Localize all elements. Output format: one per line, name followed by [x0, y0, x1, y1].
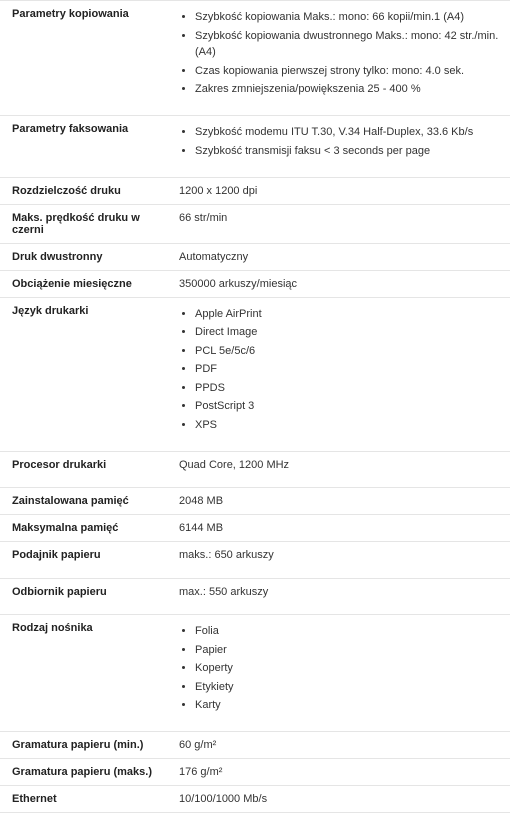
- spec-label: Zainstalowana pamięć: [0, 488, 175, 515]
- list-item: XPS: [195, 416, 502, 435]
- spec-value: Szybkość kopiowania Maks.: mono: 66 kopi…: [175, 1, 510, 106]
- list-item: Koperty: [195, 659, 502, 678]
- spec-value: Automatyczny: [175, 243, 510, 270]
- spec-value: max.: 550 arkuszy: [175, 578, 510, 605]
- spec-row: Podajnik papierumaks.: 650 arkuszy: [0, 542, 510, 569]
- spec-label: Parametry faksowania: [0, 116, 175, 168]
- spec-value-list: Szybkość kopiowania Maks.: mono: 66 kopi…: [179, 8, 502, 99]
- spacer-row: [0, 568, 510, 578]
- spec-value: FoliaPapierKopertyEtykietyKarty: [175, 615, 510, 722]
- list-item: PDF: [195, 360, 502, 379]
- spec-row: Procesor drukarkiQuad Core, 1200 MHz: [0, 451, 510, 478]
- spec-value: 66 str/min: [175, 204, 510, 243]
- spec-label: Druk dwustronny: [0, 243, 175, 270]
- list-item: Folia: [195, 622, 502, 641]
- spec-value: 350000 arkuszy/miesiąc: [175, 270, 510, 297]
- spec-row: Rodzaj nośnikaFoliaPapierKopertyEtykiety…: [0, 615, 510, 722]
- spec-value: Apple AirPrintDirect ImagePCL 5e/5c/6PDF…: [175, 297, 510, 441]
- list-item: Karty: [195, 696, 502, 715]
- spec-value: 2048 MB: [175, 488, 510, 515]
- list-item: PostScript 3: [195, 397, 502, 416]
- spec-row: Parametry kopiowania Szybkość kopiowania …: [0, 1, 510, 106]
- spec-value: 60 g/m²: [175, 732, 510, 759]
- spec-row: Gramatura papieru (min.)60 g/m²: [0, 732, 510, 759]
- spec-value: Quad Core, 1200 MHz: [175, 451, 510, 478]
- list-item: Szybkość modemu ITU T.30, V.34 Half-Dupl…: [195, 123, 502, 142]
- list-item: Szybkość kopiowania Maks.: mono: 66 kopi…: [195, 8, 502, 27]
- spec-value-list: Apple AirPrintDirect ImagePCL 5e/5c/6PDF…: [179, 305, 502, 435]
- spec-row: Zainstalowana pamięć2048 MB: [0, 488, 510, 515]
- spec-value: 1200 x 1200 dpi: [175, 177, 510, 204]
- spec-label: Maks. prędkość druku w czerni: [0, 204, 175, 243]
- list-item: Czas kopiowania pierwszej strony tylko: …: [195, 62, 502, 81]
- spacer-row: [0, 722, 510, 732]
- spec-label: Parametry kopiowania: [0, 1, 175, 106]
- spec-label: Język drukarki: [0, 297, 175, 441]
- spec-row: Druk dwustronnyAutomatyczny: [0, 243, 510, 270]
- spec-label: Podajnik papieru: [0, 542, 175, 569]
- list-item: PPDS: [195, 379, 502, 398]
- spec-value: maks.: 650 arkuszy: [175, 542, 510, 569]
- spec-value: Szybkość modemu ITU T.30, V.34 Half-Dupl…: [175, 116, 510, 168]
- spacer-row: [0, 441, 510, 451]
- spec-label: Gramatura papieru (min.): [0, 732, 175, 759]
- spec-row: Obciążenie miesięczne350000 arkuszy/mies…: [0, 270, 510, 297]
- spec-row: Ethernet10/100/1000 Mb/s: [0, 786, 510, 813]
- spec-value: 10/100/1000 Mb/s: [175, 786, 510, 813]
- spec-row: Parametry faksowania Szybkość modemu ITU …: [0, 116, 510, 168]
- spec-row: Maks. prędkość druku w czerni66 str/min: [0, 204, 510, 243]
- list-item: Szybkość kopiowania dwustronnego Maks.: …: [195, 27, 502, 62]
- spec-label: Procesor drukarki: [0, 451, 175, 478]
- spec-label: Rozdzielczość druku: [0, 177, 175, 204]
- spec-label: Gramatura papieru (maks.): [0, 759, 175, 786]
- spec-label: Obciążenie miesięczne: [0, 270, 175, 297]
- spacer-row: [0, 478, 510, 488]
- spec-table: Parametry kopiowania Szybkość kopiowania …: [0, 0, 510, 813]
- spacer-row: [0, 167, 510, 177]
- spec-label: Ethernet: [0, 786, 175, 813]
- spec-label: Rodzaj nośnika: [0, 615, 175, 722]
- list-item: Direct Image: [195, 323, 502, 342]
- list-item: Apple AirPrint: [195, 305, 502, 324]
- list-item: PCL 5e/5c/6: [195, 342, 502, 361]
- spacer-row: [0, 605, 510, 615]
- spec-row: Język drukarkiApple AirPrintDirect Image…: [0, 297, 510, 441]
- list-item: Zakres zmniejszenia/powiększenia 25 - 40…: [195, 80, 502, 99]
- list-item: Szybkość transmisji faksu < 3 seconds pe…: [195, 142, 502, 161]
- spec-value-list: Szybkość modemu ITU T.30, V.34 Half-Dupl…: [179, 123, 502, 160]
- spec-value: 176 g/m²: [175, 759, 510, 786]
- spec-value-list: FoliaPapierKopertyEtykietyKarty: [179, 622, 502, 715]
- spec-label: Odbiornik papieru: [0, 578, 175, 605]
- list-item: Papier: [195, 641, 502, 660]
- list-item: Etykiety: [195, 678, 502, 697]
- spec-row: Gramatura papieru (maks.)176 g/m²: [0, 759, 510, 786]
- spacer-row: [0, 106, 510, 116]
- spec-row: Rozdzielczość druku1200 x 1200 dpi: [0, 177, 510, 204]
- spec-row: Odbiornik papierumax.: 550 arkuszy: [0, 578, 510, 605]
